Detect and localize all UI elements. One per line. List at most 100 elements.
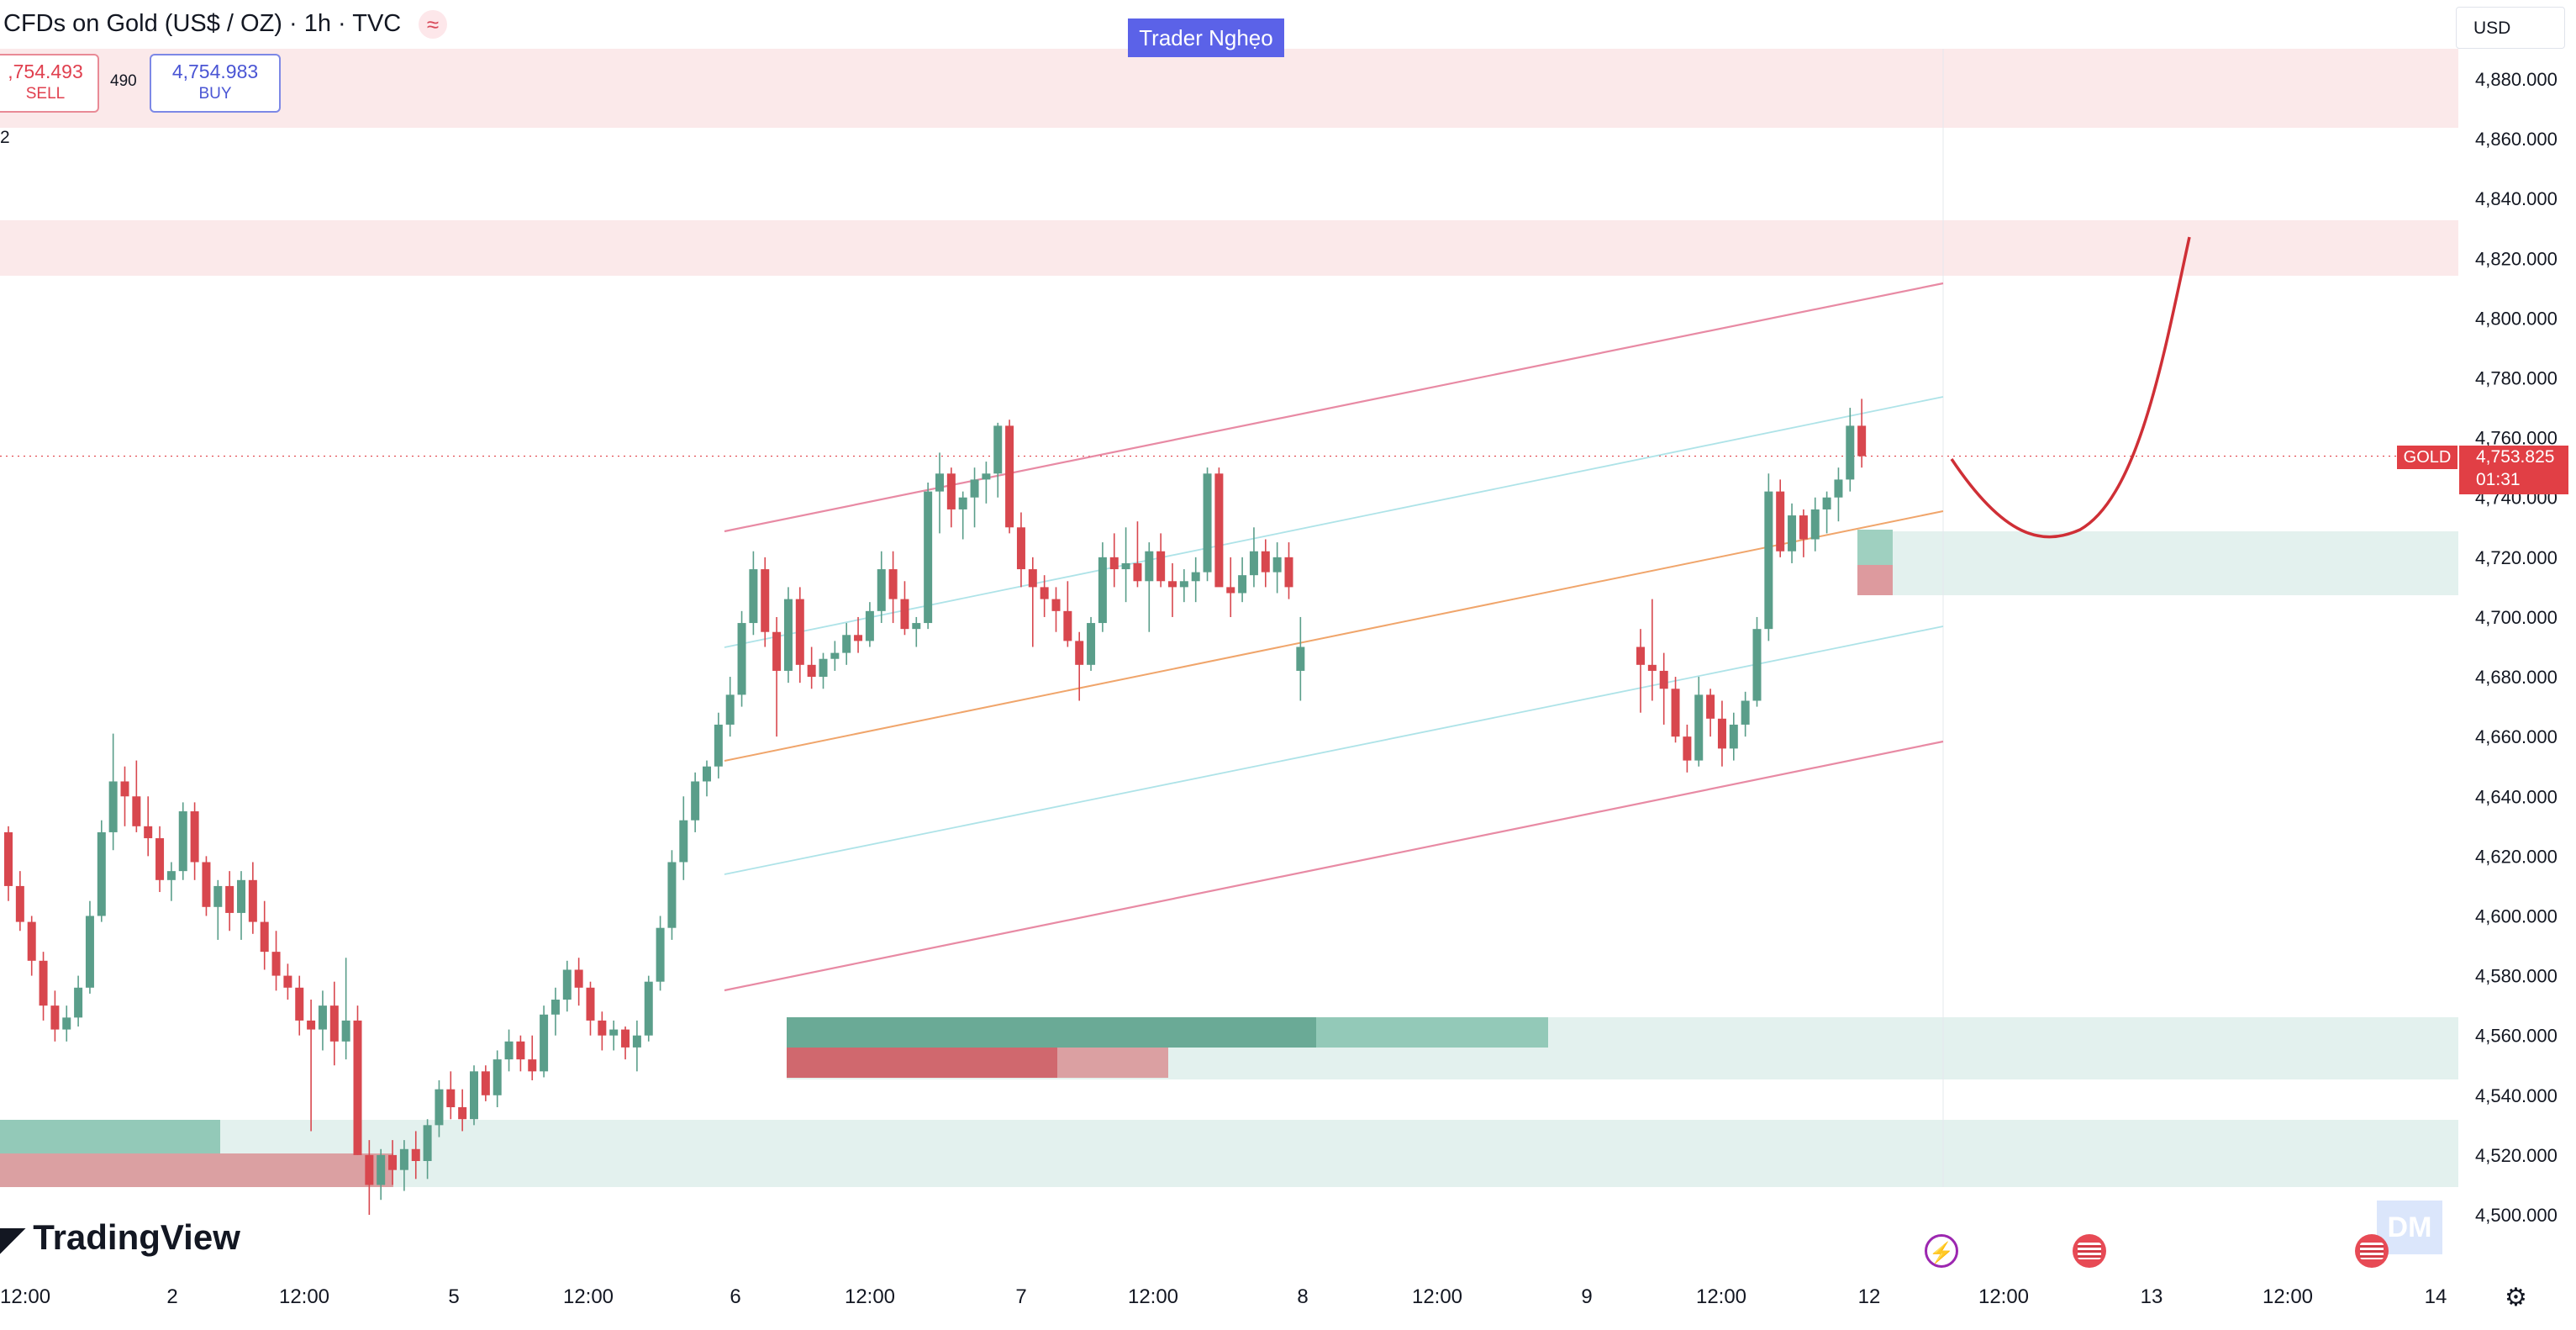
candle-body bbox=[1098, 557, 1107, 624]
channel-inner-bottom bbox=[724, 625, 1944, 875]
us-flag-icon[interactable] bbox=[2073, 1234, 2106, 1268]
candle-body bbox=[62, 1017, 71, 1030]
candle-body bbox=[609, 1029, 619, 1036]
y-axis-label: 4,700.000 bbox=[2475, 607, 2558, 628]
candle-body bbox=[516, 1041, 525, 1060]
candle-body bbox=[562, 969, 572, 1000]
sell-button[interactable]: ,754.493 SELL bbox=[0, 54, 99, 113]
candle-body bbox=[912, 623, 921, 630]
candle-body bbox=[423, 1125, 432, 1162]
us-flag-icon[interactable] bbox=[2355, 1234, 2389, 1268]
candle-body bbox=[1694, 694, 1704, 761]
candle-body bbox=[1647, 664, 1657, 671]
candle-body bbox=[50, 1005, 60, 1030]
candle-body bbox=[1028, 569, 1037, 588]
sell-label: SELL bbox=[25, 85, 66, 103]
candle-body bbox=[1051, 599, 1061, 611]
candle-body bbox=[1133, 562, 1142, 582]
candle-body bbox=[470, 1071, 478, 1120]
candle-body bbox=[1249, 551, 1258, 576]
candle-body bbox=[749, 569, 758, 624]
candle-body bbox=[1296, 647, 1305, 671]
y-axis-label: 4,720.000 bbox=[2475, 547, 2558, 568]
supply-zone bbox=[0, 220, 2458, 276]
candle-body bbox=[1145, 551, 1154, 582]
channel-upper bbox=[724, 282, 1944, 533]
buy-button[interactable]: 4,754.983 BUY bbox=[150, 54, 281, 113]
candle-body bbox=[1040, 587, 1049, 599]
demand-zone bbox=[1889, 531, 2458, 595]
candle-body bbox=[982, 473, 991, 480]
x-axis-label: 13 bbox=[2141, 1285, 2163, 1308]
candle-body bbox=[237, 879, 245, 913]
x-axis-label: 12:00 bbox=[563, 1285, 614, 1308]
candle-body bbox=[1752, 629, 1762, 701]
candle-body bbox=[540, 1014, 549, 1072]
candle-body bbox=[493, 1059, 502, 1095]
lightning-icon[interactable]: ⚡ bbox=[1925, 1234, 1958, 1268]
candle-body bbox=[644, 981, 653, 1036]
candle-body bbox=[1168, 581, 1177, 588]
currency-selector[interactable]: USD bbox=[2456, 7, 2565, 49]
candle-body bbox=[97, 831, 106, 916]
y-axis-label: 4,600.000 bbox=[2475, 905, 2558, 926]
candle-body bbox=[1788, 515, 1797, 552]
y-axis-label: 4,860.000 bbox=[2475, 129, 2558, 150]
y-axis-label: 4,620.000 bbox=[2475, 846, 2558, 867]
candle-body bbox=[703, 766, 711, 782]
order-block-bull bbox=[787, 1017, 1316, 1048]
candle-body bbox=[1109, 557, 1119, 570]
candle-body bbox=[318, 1005, 327, 1030]
candle-body bbox=[877, 569, 886, 611]
candle-body bbox=[329, 1005, 339, 1042]
gear-icon[interactable]: ⚙ bbox=[2505, 1284, 2527, 1312]
y-axis-label: 4,760.000 bbox=[2475, 428, 2558, 449]
current-price: 4,753.825 bbox=[2476, 447, 2555, 467]
y-axis-label: 4,560.000 bbox=[2475, 1026, 2558, 1047]
y-axis-label: 4,680.000 bbox=[2475, 667, 2558, 688]
candle-body bbox=[854, 635, 863, 641]
candle-body bbox=[1087, 623, 1096, 665]
channel-lower bbox=[724, 740, 1944, 992]
candle-body bbox=[1179, 581, 1188, 588]
candle-body bbox=[504, 1041, 514, 1060]
candle-body bbox=[598, 1020, 607, 1036]
current-price-tag: 4,753.825 01:31 bbox=[2459, 446, 2568, 494]
candle-body bbox=[74, 987, 83, 1018]
candle-body bbox=[178, 811, 187, 872]
candle-body bbox=[307, 1020, 316, 1030]
candle-body bbox=[946, 473, 956, 509]
candle-body bbox=[248, 879, 257, 922]
candle-body bbox=[714, 724, 723, 767]
y-axis-label: 4,640.000 bbox=[2475, 786, 2558, 807]
candle-body bbox=[1214, 473, 1224, 588]
candle-body bbox=[1706, 694, 1715, 719]
candle-body bbox=[970, 479, 979, 498]
candle-body bbox=[202, 862, 211, 907]
candle-body bbox=[260, 921, 269, 953]
candle-body bbox=[550, 1000, 560, 1015]
candle-body bbox=[411, 1148, 420, 1162]
candle-body bbox=[225, 885, 234, 913]
order-block-bull bbox=[1857, 530, 1893, 565]
x-axis-label: 12:00 bbox=[1412, 1285, 1462, 1308]
tradingview-logo[interactable]: ◤ TradingView bbox=[0, 1217, 240, 1258]
candle-body bbox=[761, 569, 770, 632]
symbol-title[interactable]: CFDs on Gold (US$ / OZ) · 1h · TVC bbox=[3, 10, 402, 37]
candle-body bbox=[1191, 572, 1200, 582]
waves-icon[interactable]: ≈ bbox=[419, 10, 447, 39]
y-axis-label: 4,500.000 bbox=[2475, 1205, 2558, 1226]
candle-body bbox=[993, 425, 1003, 474]
order-quantity[interactable]: 2 bbox=[0, 128, 10, 147]
candle-body bbox=[4, 831, 13, 886]
x-axis-label: 2 bbox=[166, 1285, 177, 1308]
y-axis-label: 4,540.000 bbox=[2475, 1085, 2558, 1106]
projection-curve bbox=[1950, 236, 2191, 539]
candle-body bbox=[958, 497, 967, 509]
candle-body bbox=[1717, 718, 1726, 749]
candle-body bbox=[1683, 736, 1692, 761]
candle-body bbox=[1741, 700, 1750, 725]
candle-body bbox=[1016, 527, 1025, 570]
